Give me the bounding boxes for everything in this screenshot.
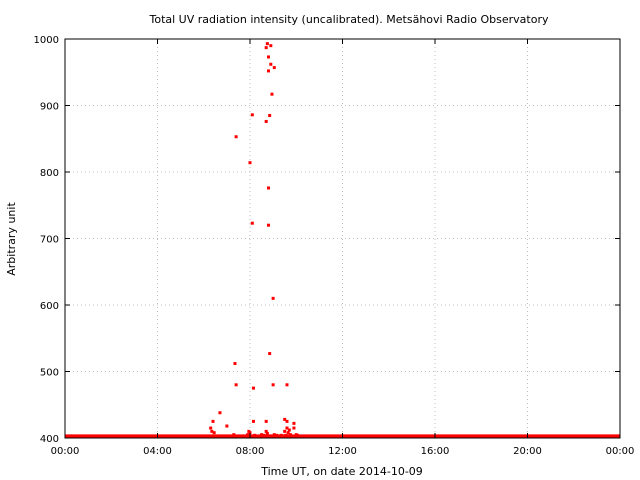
data-point	[272, 66, 276, 70]
data-point	[267, 69, 270, 73]
data-point	[275, 433, 279, 437]
data-point	[283, 429, 287, 433]
data-point	[264, 46, 268, 50]
data-point	[288, 433, 292, 437]
x-tick-label: 20:00	[513, 446, 542, 457]
x-tick-label: 00:00	[51, 446, 80, 457]
data-point	[272, 433, 276, 437]
data-point	[271, 296, 275, 300]
data-point	[249, 435, 253, 439]
data-point	[232, 433, 236, 437]
chart-title: Total UV radiation intensity (uncalibrat…	[149, 13, 549, 26]
data-point	[268, 113, 272, 117]
data-point	[225, 424, 229, 428]
y-tick-label: 900	[40, 102, 59, 113]
y-tick-label: 500	[40, 368, 59, 379]
data-point	[248, 161, 252, 165]
data-point	[248, 431, 252, 435]
data-point	[292, 426, 296, 430]
data-point	[264, 429, 268, 433]
data-point	[234, 135, 238, 139]
data-point	[267, 186, 270, 190]
data-point	[265, 431, 269, 435]
data-point	[269, 44, 273, 48]
data-point	[265, 42, 269, 46]
data-point	[269, 62, 273, 66]
data-point	[253, 433, 257, 437]
data-point	[218, 411, 222, 415]
y-tick-label: 400	[40, 434, 59, 445]
data-point	[285, 426, 289, 430]
data-point	[284, 433, 288, 437]
data-point	[287, 428, 291, 432]
data-point	[267, 55, 270, 59]
y-tick-label: 600	[40, 301, 59, 312]
data-point	[292, 421, 296, 425]
data-point	[286, 431, 290, 435]
x-tick-label: 00:00	[606, 446, 635, 457]
data-point	[246, 433, 250, 437]
y-tick-label: 700	[40, 235, 59, 246]
data-point	[233, 362, 237, 366]
data-point	[264, 419, 268, 423]
y-axis-label: Arbitrary unit	[5, 202, 18, 276]
x-tick-label: 08:00	[236, 446, 265, 457]
data-point	[234, 383, 238, 387]
data-point	[267, 223, 270, 227]
data-point	[283, 417, 287, 421]
data-point	[270, 92, 274, 96]
data-point	[264, 119, 268, 123]
x-tick-label: 12:00	[328, 446, 357, 457]
x-tick-label: 04:00	[143, 446, 172, 457]
grid-lines	[65, 39, 620, 438]
data-point	[251, 419, 255, 423]
data-point	[250, 221, 254, 225]
data-point	[251, 386, 255, 390]
data-point	[277, 434, 281, 438]
x-tick-label: 16:00	[421, 446, 450, 457]
data-point	[210, 429, 214, 433]
y-tick-label: 800	[40, 168, 59, 179]
x-axis-label: Time UT, on date 2014-10-09	[260, 465, 423, 478]
data-point	[212, 431, 216, 435]
data-point	[285, 419, 289, 423]
data-point	[250, 113, 254, 117]
y-tick-label: 1000	[34, 35, 59, 46]
data-points	[209, 42, 299, 439]
data-point	[285, 383, 289, 387]
data-point	[295, 433, 299, 437]
data-point	[271, 383, 275, 387]
data-point	[260, 433, 264, 437]
data-point	[211, 419, 215, 423]
data-point	[262, 433, 266, 437]
data-point	[209, 426, 213, 430]
tick-marks: 00:00 04:00 08:00 12:00 16:00 20:00 00:0040050…	[34, 35, 635, 457]
data-point	[268, 352, 272, 356]
data-point	[279, 433, 283, 437]
plot-frame	[64, 38, 621, 439]
